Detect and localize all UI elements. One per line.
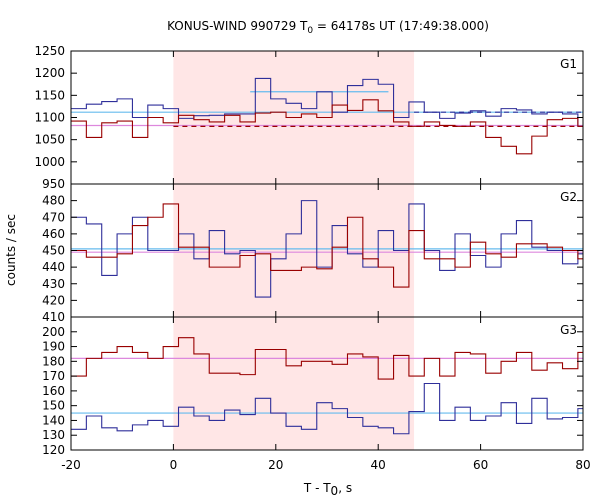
y-tick-label: 1000 [34, 155, 65, 169]
y-tick-label: 130 [42, 428, 65, 442]
y-tick-label: 170 [42, 369, 65, 383]
y-tick-label: 480 [42, 194, 65, 208]
y-tick-label: 470 [42, 210, 65, 224]
series-red-g1 [71, 99, 583, 155]
y-tick-label: 180 [42, 354, 65, 368]
panel-label: G1 [560, 57, 577, 71]
chart-title: KONUS-WIND 990729 T0 = 64178s UT (17:49:… [167, 19, 489, 36]
x-tick-label: -20 [61, 458, 81, 472]
y-tick-label: 440 [42, 260, 65, 274]
panel-label: G3 [560, 323, 577, 337]
x-tick-label: 80 [575, 458, 590, 472]
y-tick-label: 1150 [34, 88, 65, 102]
y-tick-label: 430 [42, 277, 65, 291]
y-tick-label: 410 [42, 310, 65, 324]
y-tick-label: 1100 [34, 111, 65, 125]
y-tick-label: 200 [42, 325, 65, 339]
series-red-g3 [71, 337, 583, 380]
series-blue-g3 [71, 382, 583, 435]
y-tick-label: 1050 [34, 133, 65, 147]
x-axis-label: T - T0, s [303, 481, 352, 498]
x-tick-label: 40 [371, 458, 386, 472]
panel-label: G2 [560, 190, 577, 204]
y-tick-label: 1250 [34, 44, 65, 58]
series-blue-g2 [71, 200, 583, 298]
plot-area: 950100010501100115012001250G141042043044… [34, 44, 590, 472]
y-tick-label: 160 [42, 384, 65, 398]
y-tick-label: 460 [42, 227, 65, 241]
y-tick-label: 190 [42, 340, 65, 354]
panel-g2: 410 420 430 440 450 460 470 480 G2 [42, 183, 584, 324]
x-tick-label: 60 [473, 458, 488, 472]
x-tick-label: 20 [268, 458, 283, 472]
y-tick-label: 150 [42, 399, 65, 413]
y-tick-label: 140 [42, 413, 65, 427]
x-tick-label: 0 [170, 458, 178, 472]
y-tick-label: 120 [42, 443, 65, 457]
y-tick-label: 450 [42, 244, 65, 258]
series-red-g2 [71, 203, 583, 288]
panel-g1: 950 1000 1050 1100 1150 1200 1250 G1 [34, 44, 584, 191]
y-tick-label: 420 [42, 293, 65, 307]
y-axis-label: counts / sec [4, 214, 18, 286]
y-tick-label: 1200 [34, 66, 65, 80]
panel-frame [70, 316, 584, 451]
y-tick-label: 950 [42, 177, 65, 191]
